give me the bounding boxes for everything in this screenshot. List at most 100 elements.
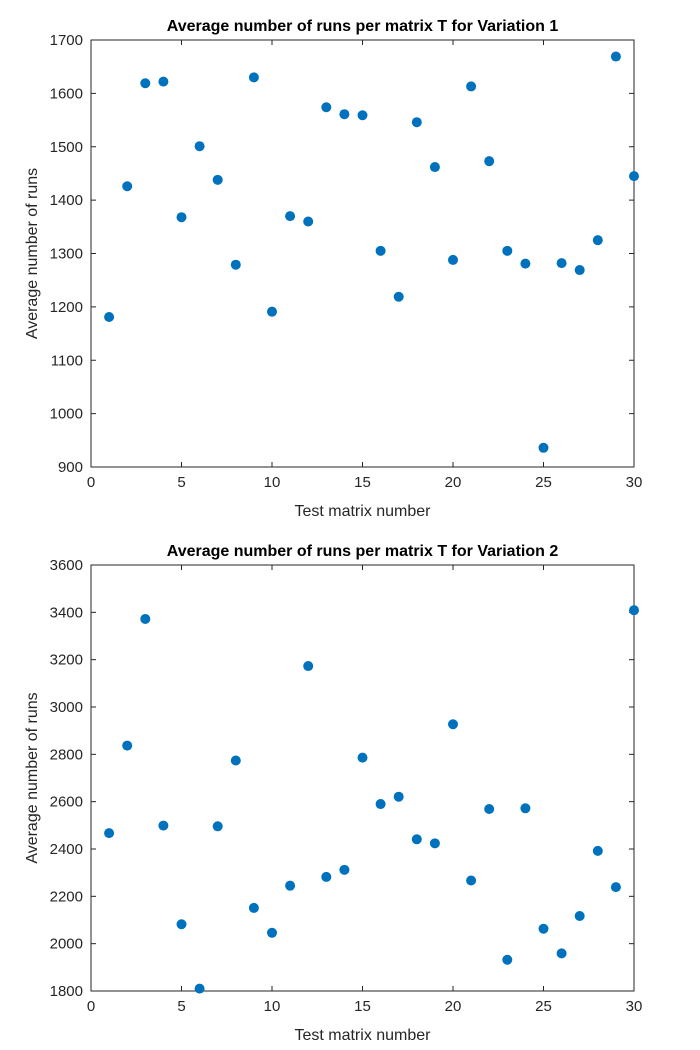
- data-point: [429, 838, 440, 849]
- data-point: [484, 156, 495, 167]
- data-point: [158, 820, 169, 831]
- x-tick-label: 30: [626, 474, 643, 491]
- data-point: [466, 81, 477, 92]
- data-point: [194, 141, 205, 152]
- data-point: [411, 117, 422, 128]
- y-tick-label: 2200: [50, 888, 83, 905]
- data-point: [556, 258, 567, 269]
- chart-panel-variation-1: Average number of runs per matrix T for …: [24, 18, 642, 520]
- data-point: [230, 755, 241, 766]
- x-tick-label: 25: [535, 474, 552, 491]
- x-tick-label: 25: [535, 998, 552, 1015]
- data-point: [466, 875, 477, 886]
- axes-box: [90, 39, 635, 468]
- data-point: [303, 661, 314, 672]
- x-tick-label: 10: [264, 474, 281, 491]
- y-tick-label: 3400: [50, 604, 83, 621]
- data-point: [484, 804, 495, 815]
- y-axis-label: Average number of runs: [24, 692, 41, 863]
- axes-box: [90, 564, 635, 992]
- y-tick-label: 1500: [50, 139, 83, 156]
- data-point: [520, 258, 531, 269]
- data-point: [212, 821, 223, 832]
- data-point: [448, 719, 458, 730]
- x-tick-label: 30: [626, 998, 643, 1015]
- data-point: [592, 235, 603, 246]
- data-point: [429, 162, 440, 173]
- data-point: [520, 803, 531, 814]
- y-tick-label: 2800: [50, 746, 83, 763]
- data-point: [574, 910, 585, 921]
- data-point: [194, 983, 205, 994]
- data-point: [321, 102, 332, 113]
- y-tick-label: 1700: [50, 32, 83, 49]
- data-point: [610, 51, 621, 62]
- data-point: [393, 291, 404, 302]
- data-point: [538, 923, 549, 934]
- data-point: [357, 110, 368, 121]
- x-tick-label: 5: [177, 474, 185, 491]
- x-axis-label: Test matrix number: [294, 1027, 431, 1044]
- x-axis-label: Test matrix number: [294, 503, 431, 520]
- x-tick-label: 20: [445, 998, 462, 1015]
- chart-title: Average number of runs per matrix T for …: [167, 543, 559, 560]
- y-axis-label: Average number of runs: [24, 168, 41, 339]
- data-point: [303, 216, 314, 227]
- data-point: [411, 834, 422, 845]
- data-point: [176, 212, 187, 223]
- y-tick-label: 900: [58, 459, 83, 476]
- y-tick-label: 2400: [50, 841, 83, 858]
- data-point: [285, 211, 296, 222]
- data-point: [629, 171, 639, 182]
- y-tick-label: 1800: [50, 983, 83, 1000]
- data-point: [140, 78, 151, 89]
- y-tick-label: 2000: [50, 936, 83, 953]
- x-tick-label: 15: [354, 998, 371, 1015]
- data-point: [212, 174, 223, 185]
- data-point: [248, 72, 259, 83]
- x-tick-label: 0: [87, 474, 95, 491]
- data-point: [176, 919, 187, 930]
- data-point: [448, 254, 458, 265]
- data-point: [375, 245, 386, 256]
- data-point: [230, 259, 241, 270]
- data-point: [158, 76, 169, 87]
- data-point: [122, 181, 133, 192]
- data-point: [104, 312, 115, 323]
- y-tick-label: 1600: [50, 85, 83, 102]
- data-point: [502, 245, 513, 256]
- data-point: [339, 864, 350, 875]
- y-tick-label: 1100: [51, 352, 83, 369]
- y-tick-label: 3000: [50, 699, 83, 716]
- data-point: [375, 799, 386, 810]
- y-tick-label: 1200: [50, 299, 83, 316]
- data-point: [629, 605, 639, 616]
- data-point: [502, 954, 513, 965]
- data-point: [339, 109, 350, 120]
- y-tick-label: 2600: [50, 794, 83, 811]
- y-tick-label: 3200: [50, 652, 83, 669]
- x-tick-label: 0: [87, 998, 95, 1015]
- data-point: [393, 791, 404, 802]
- data-point: [267, 927, 277, 938]
- data-point: [122, 740, 133, 751]
- data-point: [285, 880, 296, 891]
- y-tick-label: 1000: [50, 406, 83, 423]
- data-point: [574, 265, 585, 276]
- data-point: [538, 442, 549, 453]
- data-point: [321, 871, 332, 882]
- x-tick-label: 15: [354, 474, 371, 491]
- data-point: [610, 882, 621, 893]
- data-point: [248, 902, 259, 913]
- data-point: [556, 948, 567, 959]
- y-tick-label: 1400: [50, 192, 83, 209]
- chart-panel-variation-2: Average number of runs per matrix T for …: [24, 543, 642, 1044]
- chart-title: Average number of runs per matrix T for …: [167, 18, 559, 35]
- data-point: [104, 828, 115, 839]
- y-tick-label: 3600: [50, 557, 83, 574]
- data-point: [357, 752, 368, 763]
- x-tick-label: 5: [177, 998, 185, 1015]
- data-point: [267, 306, 277, 317]
- x-tick-label: 10: [264, 998, 281, 1015]
